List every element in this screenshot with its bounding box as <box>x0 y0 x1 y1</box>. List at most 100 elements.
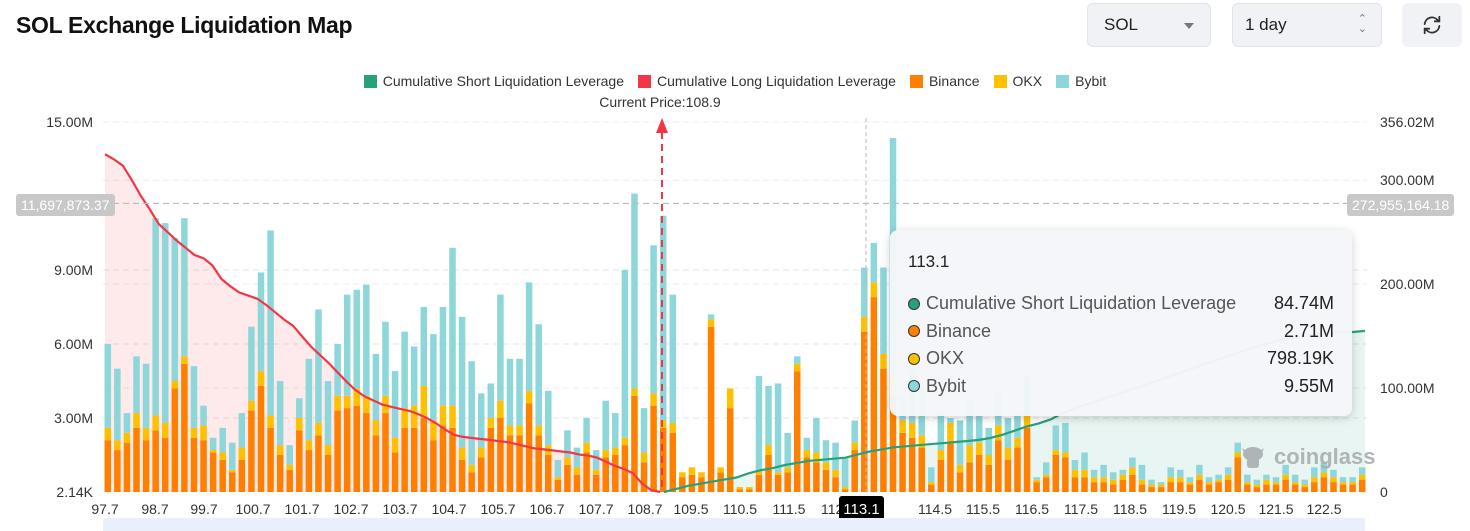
x-tick-label: 109.5 <box>673 501 708 517</box>
bar-okx <box>1311 477 1318 483</box>
bar-okx <box>822 462 830 470</box>
bar-okx <box>592 469 600 475</box>
x-tick-label: 114.5 <box>918 501 952 517</box>
bar-bybit <box>870 242 878 283</box>
bar-okx <box>248 400 255 411</box>
bar-binance <box>583 452 590 492</box>
refresh-button[interactable] <box>1402 3 1462 47</box>
bar-bybit <box>449 247 456 406</box>
bar-okx <box>535 425 542 436</box>
right-axis: 0 100.00M 200.00M 300.00M 356.02M <box>1380 114 1434 500</box>
bar-binance <box>506 435 514 492</box>
bar-okx <box>372 420 380 436</box>
bar-binance <box>382 413 389 492</box>
symbol-select[interactable]: SOL <box>1087 3 1211 47</box>
bar-binance <box>535 435 542 492</box>
bar-binance <box>1081 477 1088 492</box>
bar-binance <box>1148 487 1155 492</box>
bar-binance <box>1301 487 1309 492</box>
bar-bybit <box>545 390 552 446</box>
bar-okx <box>343 395 351 409</box>
tooltip-row: Cumulative Short Liquidation Leverage 84.… <box>908 290 1334 318</box>
bar-okx <box>516 425 523 436</box>
zoom-scrollbar[interactable] <box>103 518 1365 531</box>
bar-bybit <box>296 398 303 418</box>
bar-bybit <box>1224 467 1232 475</box>
bar-binance <box>439 425 447 492</box>
bar-binance <box>813 462 820 492</box>
bar-okx <box>985 455 993 465</box>
legend-item-okx[interactable]: OKX <box>993 73 1042 89</box>
bar-okx <box>276 445 284 455</box>
legend-swatch <box>909 74 923 88</box>
bar-binance <box>1291 484 1299 492</box>
bar-okx <box>181 356 188 364</box>
bar-okx <box>726 388 734 409</box>
bar-binance <box>1129 474 1136 492</box>
bar-okx <box>1320 472 1328 478</box>
bar-bybit <box>525 282 533 391</box>
bar-okx <box>937 450 945 460</box>
bar-okx <box>497 400 504 418</box>
bar-binance <box>477 457 485 492</box>
bar-binance <box>229 472 236 492</box>
tooltip-row: OKX 798.19K <box>908 345 1334 373</box>
bar-bybit <box>985 427 993 455</box>
bar-bybit <box>410 346 418 406</box>
bar-bybit <box>477 393 485 448</box>
tooltip-value: 84.74M <box>1273 293 1334 314</box>
bar-bybit <box>1081 452 1088 470</box>
bar-bybit <box>1119 469 1127 475</box>
bar-okx <box>899 420 906 433</box>
bar-okx <box>1234 452 1241 458</box>
bar-okx <box>296 418 303 431</box>
bar-binance <box>181 363 188 492</box>
bar-bybit <box>612 413 619 448</box>
bar-okx <box>353 388 361 406</box>
bar-okx <box>1291 482 1299 485</box>
left-tick-label: 6.00M <box>54 336 93 352</box>
refresh-icon <box>1423 15 1441 35</box>
bar-binance <box>391 452 399 492</box>
bar-okx <box>209 450 217 453</box>
right-tick-label: 200.00M <box>1380 276 1434 292</box>
legend-item-binance[interactable]: Binance <box>909 73 980 89</box>
period-select[interactable]: 1 day ⌃ ⌄ <box>1232 3 1382 47</box>
bar-binance <box>650 405 657 492</box>
bar-okx <box>525 390 533 404</box>
bar-okx <box>1224 474 1232 480</box>
bar-okx <box>612 447 619 455</box>
bar-bybit <box>161 223 169 423</box>
legend-item-long[interactable]: Cumulative Long Liquidation Leverage <box>638 73 896 89</box>
bar-okx <box>1186 482 1194 485</box>
bar-binance <box>937 459 945 492</box>
tooltip-row: Bybit 9.55M <box>908 373 1334 401</box>
bar-binance <box>123 442 131 492</box>
bar-bybit <box>765 385 772 446</box>
bar-okx <box>918 435 925 448</box>
bars <box>104 138 1366 492</box>
x-tick-label: 102.7 <box>333 501 368 517</box>
bar-bybit <box>784 432 791 468</box>
legend-item-short[interactable]: Cumulative Short Liquidation Leverage <box>363 73 624 89</box>
bar-binance <box>1138 484 1146 492</box>
x-tick-label: 101.7 <box>284 501 319 517</box>
x-tick-label: 107.7 <box>578 501 613 517</box>
caret-down-icon <box>1184 23 1194 29</box>
bar-binance <box>133 427 140 492</box>
bar-okx <box>1339 482 1347 485</box>
bar-binance <box>1023 427 1031 492</box>
updown-arrows-icon: ⌃ ⌄ <box>1357 13 1367 35</box>
bar-binance <box>142 440 150 492</box>
bar-bybit <box>583 418 590 443</box>
bar-bybit <box>430 334 437 421</box>
bar-binance <box>104 440 112 492</box>
legend-item-bybit[interactable]: Bybit <box>1056 73 1106 89</box>
bar-binance <box>276 455 284 492</box>
bar-bybit <box>1033 477 1040 480</box>
bar-binance <box>1272 484 1280 492</box>
bar-binance <box>784 472 791 492</box>
bar-binance <box>861 331 868 492</box>
bar-okx <box>190 427 198 438</box>
